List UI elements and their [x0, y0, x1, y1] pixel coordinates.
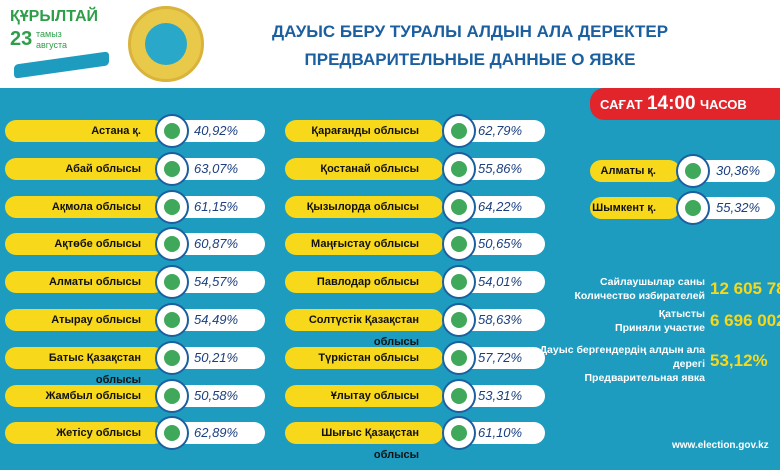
region-name: Алматы облысы: [5, 271, 165, 294]
stat-value: 53,12%: [710, 351, 768, 370]
region-logo: [155, 189, 189, 224]
region-value: 55,32%: [690, 197, 775, 219]
region-value: 62,89%: [168, 422, 265, 445]
region-name: Солтүстік Қазақстан облысы: [285, 309, 443, 348]
region-logo: [155, 303, 189, 337]
emblem: [128, 6, 204, 82]
region-logo: [155, 114, 189, 148]
region-name: Қарағанды облысы: [285, 120, 443, 142]
region-name: Жетісу облысы: [5, 422, 165, 445]
region-logo: [442, 227, 476, 262]
region-name: Атырау облысы: [5, 309, 165, 331]
stat-label: Сайлаушылар саны Количество избирателей: [505, 275, 705, 303]
region-logo: [442, 114, 476, 148]
region-name: Алматы қ.: [590, 160, 680, 182]
time: 14:00: [646, 93, 696, 114]
region-value: 54,57%: [168, 271, 265, 294]
region-name: Ақтөбе облысы: [5, 233, 165, 256]
region-name: Ақмола облысы: [5, 195, 165, 218]
time-label: САҒАТ: [600, 97, 643, 112]
region-value: 30,36%: [690, 160, 775, 182]
region-logo: [442, 378, 476, 413]
region-logo: [676, 154, 710, 188]
stat-value: 12 605 78: [710, 279, 780, 298]
region-value: 61,15%: [168, 195, 265, 218]
region-logo: [442, 303, 476, 337]
region-name: Маңғыстау облысы: [285, 233, 443, 256]
region-name: Батыс Қазақстан облысы: [5, 346, 165, 386]
logo-month-ru: августа: [36, 40, 67, 50]
region-value: 63,07%: [168, 157, 265, 180]
logo-title: ҚҰРЫЛТАЙ: [10, 8, 99, 25]
region-name: Астана қ.: [5, 120, 165, 142]
stat-label: Дауыс бергендердің алдын ала дерегі Предв…: [505, 343, 705, 385]
logo-day: 23: [10, 28, 33, 50]
website: www.election.gov.kz: [672, 440, 769, 451]
stat-label-ru: Приняли участие: [615, 322, 705, 334]
region-name: Абай облысы: [5, 157, 165, 180]
region-logo: [155, 265, 189, 300]
region-name: Қостанай облысы: [285, 157, 443, 180]
logo-month-kz: тамыз: [36, 29, 62, 39]
stat-label-kz: Сайлаушылар саны: [599, 276, 705, 288]
stat-value: 6 696 002: [710, 311, 780, 330]
title-kz: ДАУЫС БЕРУ ТУРАЛЫ АЛДЫН АЛА ДЕРЕКТЕР: [271, 22, 669, 41]
header: [0, 0, 780, 88]
stat-label-ru: Предварительная явка: [584, 372, 706, 384]
region-logo: [442, 265, 476, 300]
region-name: Қызылорда облысы: [285, 195, 443, 218]
region-name: Түркістан облысы: [285, 346, 443, 369]
region-name: Шығыс Қазақстан облысы: [285, 422, 443, 461]
region-logo: [155, 227, 189, 262]
region-name: Павлодар облысы: [285, 271, 443, 294]
region-value: 50,21%: [168, 346, 265, 369]
region-value: 60,87%: [168, 233, 265, 256]
title-ru: ПРЕДВАРИТЕЛЬНЫЕ ДАННЫЕ О ЯВКЕ: [304, 50, 636, 69]
region-logo: [442, 189, 476, 224]
region-logo: [155, 340, 189, 375]
region-value: 50,58%: [168, 384, 265, 407]
stat-label-kz: Қатысты: [658, 308, 705, 320]
stat-label-kz: Дауыс бергендердің алдын ала дерегі: [539, 344, 705, 370]
region-logo: [155, 416, 189, 451]
region-name: Жамбыл облысы: [5, 384, 165, 407]
region-logo: [155, 151, 189, 186]
region-logo: [442, 340, 476, 375]
time-badge: САҒАТ 14:00 ЧАСОВ: [590, 88, 780, 120]
region-logo: [442, 416, 476, 451]
region-name: Шымкент қ.: [590, 197, 680, 219]
region-value: 54,49%: [168, 309, 265, 331]
region-name: Ұлытау облысы: [285, 384, 443, 407]
region-value: 40,92%: [168, 120, 265, 142]
region-logo: [442, 151, 476, 186]
time-label-ru: ЧАСОВ: [700, 97, 747, 112]
region-logo: [676, 191, 710, 225]
region-logo: [155, 378, 189, 413]
stat-label-ru: Количество избирателей: [574, 290, 705, 302]
stat-label: Қатысты Приняли участие: [505, 307, 705, 335]
